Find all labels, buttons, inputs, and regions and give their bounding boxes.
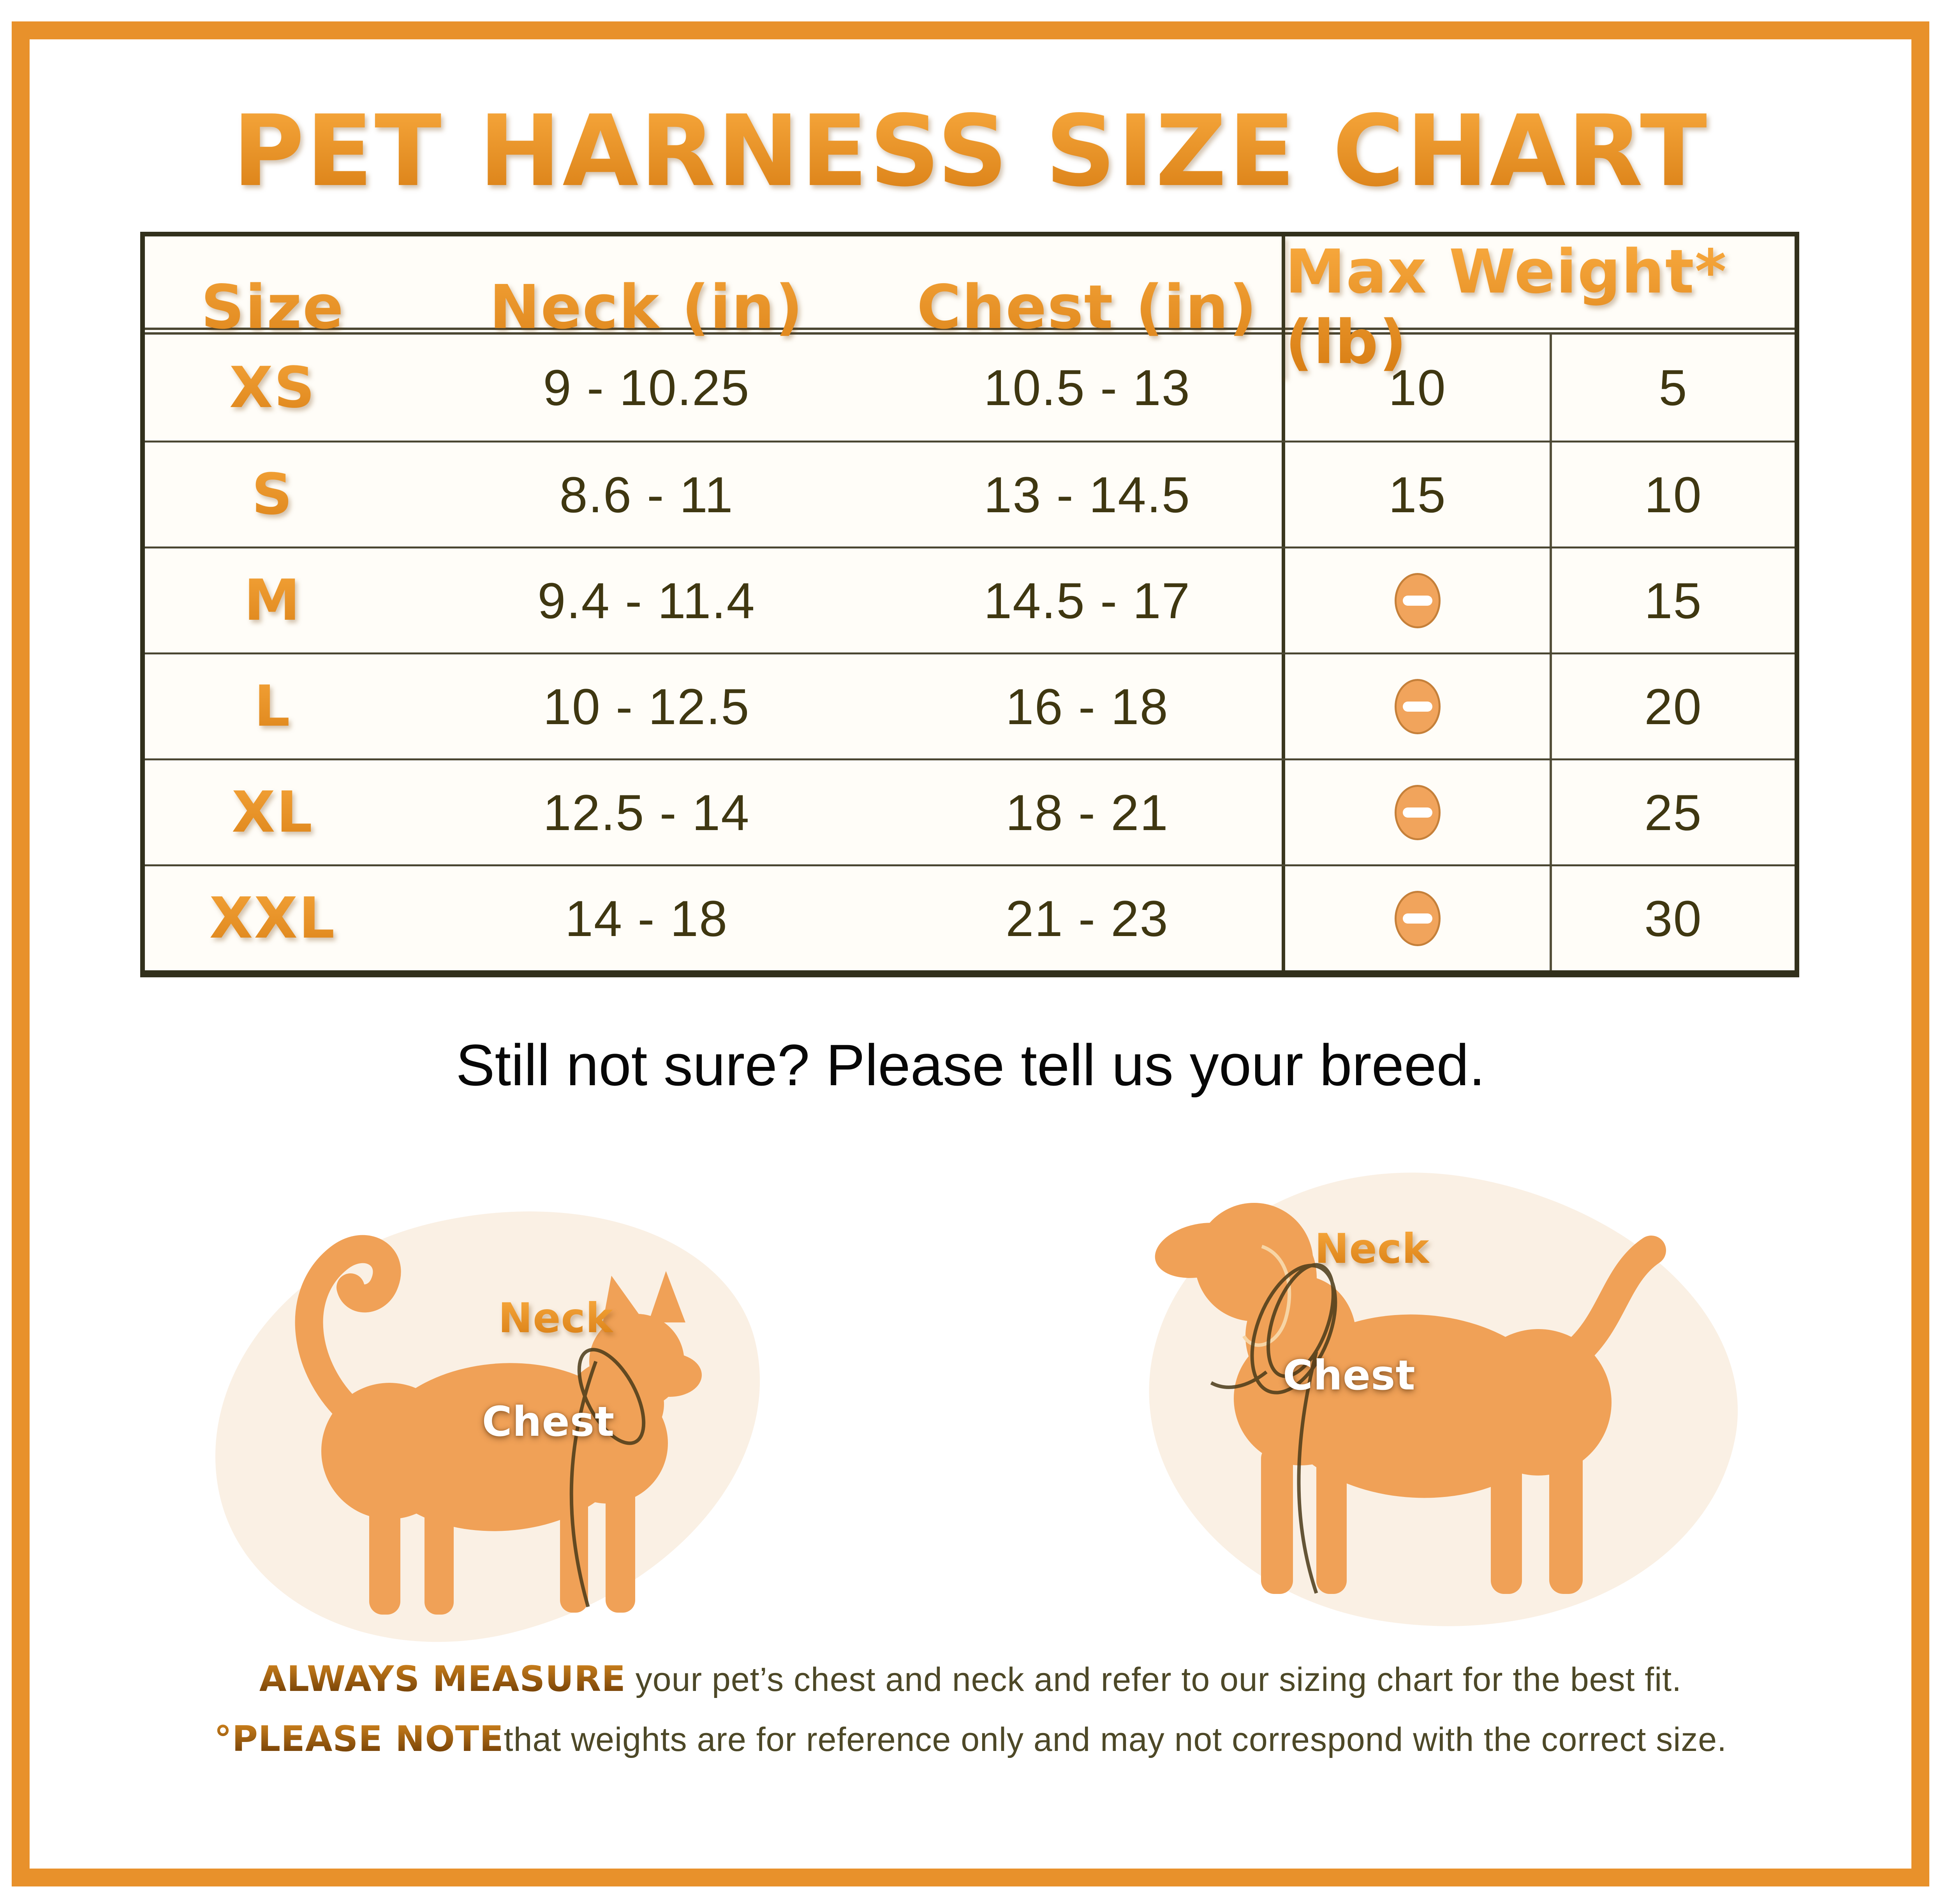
- no-weight-icon: [1394, 890, 1441, 946]
- no-weight-icon: [1394, 679, 1441, 734]
- cell-neck: 9 - 10.25: [543, 359, 750, 416]
- footnote-measure-text: your pet’s chest and neck and refer to o…: [625, 1661, 1682, 1698]
- cat-silhouette-icon: [295, 1235, 702, 1615]
- cell-neck: 8.6 - 11: [559, 466, 734, 523]
- cat-measure-lines: [569, 1348, 646, 1608]
- cell-weight-cat: [1285, 654, 1552, 758]
- header-chest: Chest (in): [893, 236, 1285, 377]
- header-neck: Neck (in): [400, 236, 893, 377]
- footnote-measure-strong: ALWAYS MEASURE: [259, 1659, 626, 1699]
- table-row: XXL 14 - 18 21 - 23 30: [145, 864, 1795, 970]
- cell-weight-cat: [1285, 760, 1552, 864]
- dog-chest-label: Chest: [1283, 1352, 1416, 1400]
- cell-weight-dog: 25: [1644, 784, 1702, 841]
- cell-chest: 16 - 18: [893, 654, 1285, 758]
- footnote-weights-strong: °PLEASE NOTE: [214, 1719, 504, 1759]
- table-header-row: Size Neck (in) Chest (in) Max Weight* (l…: [145, 236, 1795, 377]
- cell-size: XS: [145, 335, 400, 441]
- subtitle: Still not sure? Please tell us your bree…: [456, 1032, 1485, 1098]
- table-body: XS 9 - 10.25 10.5 - 13 10 5 S 8.6 - 11 1…: [145, 335, 1795, 970]
- cell-chest: 10.5 - 13: [893, 335, 1285, 441]
- cell-weight-dog: 10: [1644, 466, 1702, 523]
- dog-neck-label: Neck: [1314, 1225, 1430, 1273]
- cell-size: L: [145, 654, 400, 758]
- header-max-weight: Max Weight* (lb): [1285, 236, 1795, 377]
- footnote-weights: °PLEASE NOTEthat weights are for referen…: [29, 1719, 1912, 1759]
- table-row: S 8.6 - 11 13 - 14.5 15 10: [145, 441, 1795, 547]
- cell-weight-cat: 10: [1285, 335, 1552, 441]
- size-table: Size Neck (in) Chest (in) Max Weight* (l…: [140, 232, 1799, 977]
- page-title: PET HARNESS SIZE CHART: [29, 94, 1912, 208]
- no-weight-icon: [1394, 573, 1441, 628]
- cell-neck: 14 - 18: [565, 890, 728, 947]
- table-row: XS 9 - 10.25 10.5 - 13 10 5: [145, 335, 1795, 441]
- cell-size: XL: [145, 760, 400, 864]
- cat-chest-label: Chest: [482, 1398, 615, 1446]
- no-weight-icon: [1394, 785, 1441, 840]
- cell-neck: 9.4 - 11.4: [537, 572, 756, 629]
- cell-weight-dog: 20: [1644, 678, 1702, 735]
- cell-size: S: [145, 443, 400, 547]
- cell-chest: 14.5 - 17: [893, 548, 1285, 652]
- cell-weight-cat: [1285, 548, 1552, 652]
- table-row: L 10 - 12.5 16 - 18 20: [145, 652, 1795, 758]
- cell-weight-dog: 30: [1644, 890, 1702, 947]
- cat-neck-label: Neck: [498, 1294, 613, 1342]
- cat-measurement-diagram: Neck Chest: [164, 1149, 904, 1694]
- dog-silhouette-icon: [1155, 1203, 1666, 1594]
- cell-size: XXL: [145, 866, 400, 970]
- table-row: M 9.4 - 11.4 14.5 - 17 15: [145, 547, 1795, 652]
- cell-weight-dog: 15: [1644, 572, 1702, 629]
- cell-neck: 10 - 12.5: [543, 678, 750, 735]
- cell-neck: 12.5 - 14: [543, 784, 750, 841]
- cell-weight-cat: 15: [1285, 443, 1552, 547]
- cell-weight-dog: 5: [1659, 359, 1688, 416]
- cell-chest: 21 - 23: [893, 866, 1285, 970]
- cell-chest: 18 - 21: [893, 760, 1285, 864]
- dog-measurement-diagram: Neck Chest: [1052, 1122, 1815, 1698]
- table-row: XL 12.5 - 14 18 - 21 25: [145, 758, 1795, 864]
- dog-ear-highlight: [1242, 1245, 1291, 1347]
- cell-chest: 13 - 14.5: [893, 443, 1285, 547]
- cell-size: M: [145, 548, 400, 652]
- footnote-weights-text: that weights are for reference only and …: [504, 1721, 1727, 1758]
- header-size: Size: [145, 236, 400, 377]
- dog-measure-lines: [1210, 1263, 1337, 1594]
- footnote-measure: ALWAYS MEASURE your pet’s chest and neck…: [29, 1659, 1912, 1699]
- cell-weight-cat: [1285, 866, 1552, 970]
